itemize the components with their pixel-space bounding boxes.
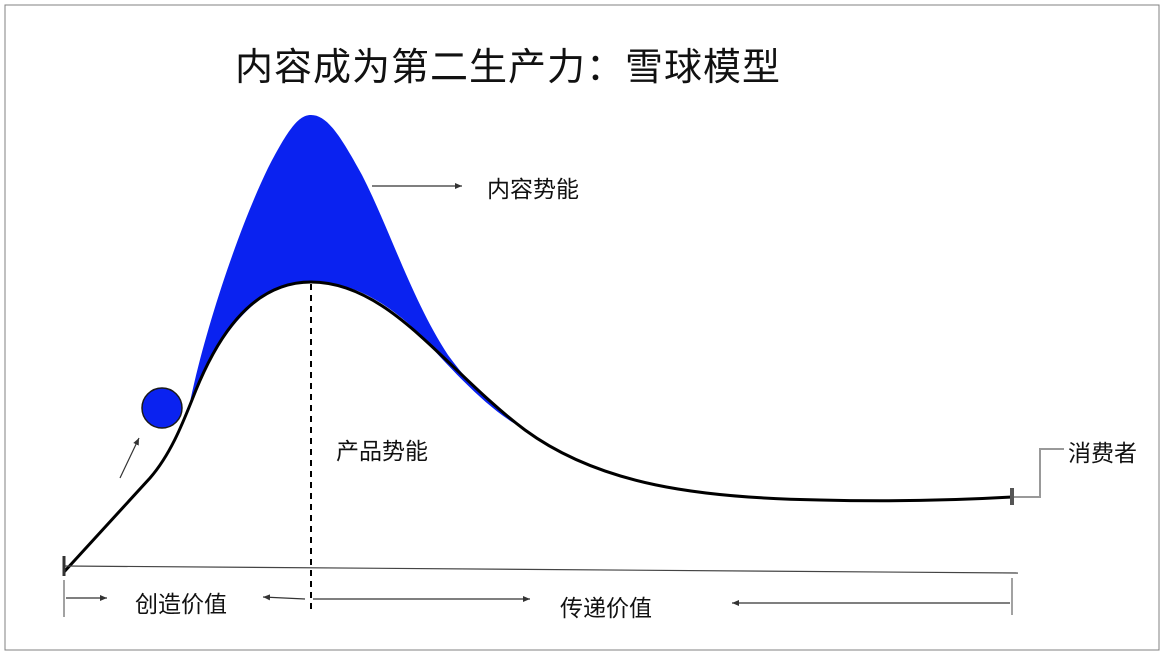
product-curve [62, 280, 1013, 574]
snowball-icon [141, 387, 183, 429]
motion-arrow [119, 437, 140, 479]
create-arrow-left [262, 594, 306, 601]
product-potential-label: 产品势能 [336, 439, 428, 465]
baseline [63, 565, 1019, 574]
content-potential-label: 内容势能 [487, 177, 579, 203]
diagram-title: 内容成为第二生产力：雪球模型 [235, 45, 782, 89]
slide-frame [4, 4, 1160, 651]
create-value-label: 创造价值 [135, 592, 227, 618]
deliver-value-label: 传递价值 [560, 596, 652, 622]
consumer-label: 消费者 [1068, 441, 1137, 467]
consumer-connector [1014, 448, 1064, 498]
content-potential-area [190, 115, 522, 428]
